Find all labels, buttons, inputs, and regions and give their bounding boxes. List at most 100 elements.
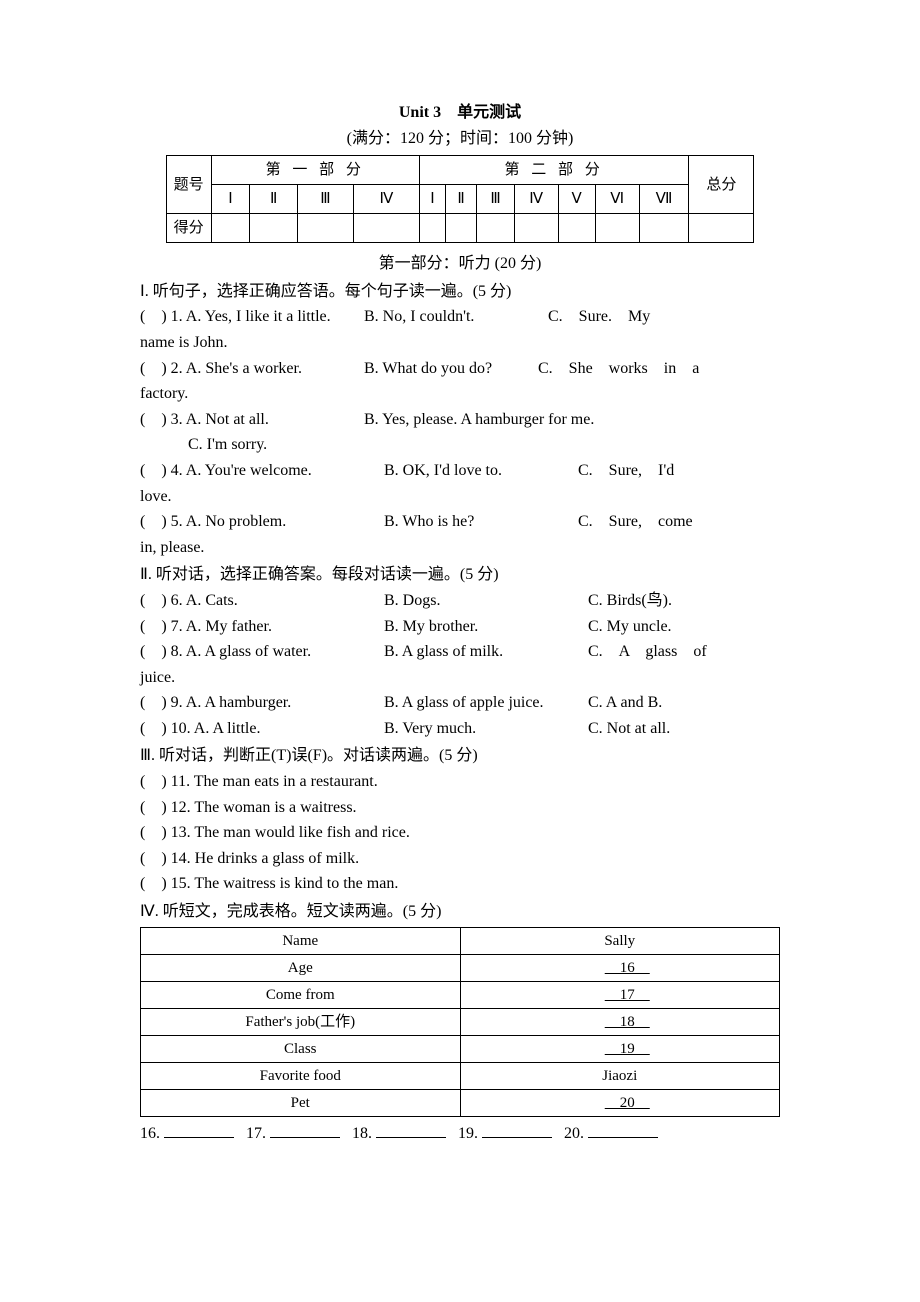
blank-20 — [588, 1123, 658, 1138]
q8: ( ) 8. A. A glass of water. B. A glass o… — [140, 639, 780, 665]
score-col: Ⅲ — [477, 185, 514, 214]
q1-tail: name is John. — [140, 330, 780, 356]
info-cell: Jiaozi — [460, 1062, 780, 1089]
score-cell — [419, 214, 445, 243]
score-cell — [689, 214, 754, 243]
score-col: Ⅶ — [639, 185, 689, 214]
q6-c: C. Birds(鸟). — [588, 592, 672, 609]
score-cell — [514, 214, 558, 243]
q5: ( ) 5. A. No problem. B. Who is he? C. S… — [140, 509, 780, 535]
q2-b: B. What do you do? — [364, 356, 534, 382]
blank-16 — [164, 1123, 234, 1138]
q3: ( ) 3. A. Not at all. B. Yes, please. A … — [140, 407, 780, 433]
q2-a: ( ) 2. A. She's a worker. — [140, 356, 360, 382]
q6-a: ( ) 6. A. Cats. — [140, 588, 380, 614]
q7-c: C. My uncle. — [588, 618, 672, 635]
fill-20: 20. — [564, 1125, 584, 1142]
score-cell — [595, 214, 639, 243]
score-col: Ⅱ — [445, 185, 477, 214]
blank-18 — [376, 1123, 446, 1138]
blank-19 — [482, 1123, 552, 1138]
score-col: Ⅲ — [297, 185, 353, 214]
score-col: Ⅱ — [250, 185, 297, 214]
page-title: Unit 3 单元测试 — [140, 100, 780, 126]
q10-c: C. Not at all. — [588, 720, 670, 737]
q1: ( ) 1. A. Yes, I like it a little. B. No… — [140, 304, 780, 330]
q2: ( ) 2. A. She's a worker. B. What do you… — [140, 356, 780, 382]
score-col: Ⅳ — [353, 185, 419, 214]
score-part2-header: 第 二 部 分 — [419, 156, 688, 185]
q3-b: B. Yes, please. A hamburger for me. — [364, 411, 594, 428]
q3-a: ( ) 3. A. Not at all. — [140, 407, 360, 433]
q9-c: C. A and B. — [588, 694, 662, 711]
sec2-instr: Ⅱ. 听对话，选择正确答案。每段对话读一遍。(5 分) — [140, 562, 780, 588]
q6-b: B. Dogs. — [384, 588, 584, 614]
sec3-instr: Ⅲ. 听对话，判断正(T)误(F)。对话读两遍。(5 分) — [140, 743, 780, 769]
q5-b: B. Who is he? — [384, 509, 574, 535]
score-cell — [477, 214, 514, 243]
info-cell: Age — [141, 954, 461, 981]
score-cell — [558, 214, 595, 243]
q5-c: C. Sure, come — [578, 513, 693, 530]
q2-tail: factory. — [140, 381, 780, 407]
score-col: Ⅰ — [419, 185, 445, 214]
info-cell: 20 — [460, 1089, 780, 1116]
score-col: Ⅰ — [211, 185, 250, 214]
q6: ( ) 6. A. Cats. B. Dogs. C. Birds(鸟). — [140, 588, 780, 614]
q9: ( ) 9. A. A hamburger. B. A glass of app… — [140, 690, 780, 716]
q5-a: ( ) 5. A. No problem. — [140, 509, 380, 535]
score-part1-header: 第 一 部 分 — [211, 156, 419, 185]
q4-a: ( ) 4. A. You're welcome. — [140, 458, 380, 484]
q8-tail: juice. — [140, 665, 780, 691]
score-col: Ⅴ — [558, 185, 595, 214]
section1-title: 第一部分：听力 (20 分) — [140, 251, 780, 277]
page-subtitle: (满分：120 分；时间：100 分钟) — [140, 126, 780, 152]
q9-a: ( ) 9. A. A hamburger. — [140, 690, 380, 716]
score-col: Ⅳ — [514, 185, 558, 214]
q14: ( ) 14. He drinks a glass of milk. — [140, 846, 780, 872]
fill-17: 17. — [246, 1125, 266, 1142]
info-cell: Sally — [460, 927, 780, 954]
q13: ( ) 13. The man would like fish and rice… — [140, 820, 780, 846]
score-cell — [211, 214, 250, 243]
q10: ( ) 10. A. A little. B. Very much. C. No… — [140, 716, 780, 742]
q9-b: B. A glass of apple juice. — [384, 690, 584, 716]
info-cell: Come from — [141, 981, 461, 1008]
score-cell — [297, 214, 353, 243]
q1-c: C. Sure. My — [548, 308, 650, 325]
fill-18: 18. — [352, 1125, 372, 1142]
q8-a: ( ) 8. A. A glass of water. — [140, 639, 380, 665]
info-cell: 19 — [460, 1035, 780, 1062]
q8-b: B. A glass of milk. — [384, 639, 584, 665]
q4-tail: love. — [140, 484, 780, 510]
info-cell: Name — [141, 927, 461, 954]
score-cell — [250, 214, 297, 243]
score-table: 题号 第 一 部 分 第 二 部 分 总分 Ⅰ Ⅱ Ⅲ Ⅳ Ⅰ Ⅱ Ⅲ Ⅳ Ⅴ … — [166, 155, 755, 243]
score-cell — [639, 214, 689, 243]
fill-16: 16. — [140, 1125, 160, 1142]
fill-19: 19. — [458, 1125, 478, 1142]
info-cell: 17 — [460, 981, 780, 1008]
score-total-header: 总分 — [689, 156, 754, 214]
q8-c: C. A glass of — [588, 643, 707, 660]
score-row-label-2: 得分 — [166, 214, 211, 243]
q7-a: ( ) 7. A. My father. — [140, 614, 380, 640]
q4-c: C. Sure, I'd — [578, 462, 674, 479]
q15: ( ) 15. The waitress is kind to the man. — [140, 871, 780, 897]
score-row-label-1: 题号 — [166, 156, 211, 214]
info-cell: Father's job(工作) — [141, 1008, 461, 1035]
info-cell: 18 — [460, 1008, 780, 1035]
info-cell: Favorite food — [141, 1062, 461, 1089]
score-cell — [353, 214, 419, 243]
info-cell: 16 — [460, 954, 780, 981]
sec4-instr: Ⅳ. 听短文，完成表格。短文读两遍。(5 分) — [140, 899, 780, 925]
q10-a: ( ) 10. A. A little. — [140, 716, 380, 742]
q1-a: ( ) 1. A. Yes, I like it a little. — [140, 304, 360, 330]
score-col: Ⅵ — [595, 185, 639, 214]
q7: ( ) 7. A. My father. B. My brother. C. M… — [140, 614, 780, 640]
score-cell — [445, 214, 477, 243]
info-cell: Class — [141, 1035, 461, 1062]
q4: ( ) 4. A. You're welcome. B. OK, I'd lov… — [140, 458, 780, 484]
fill-row: 16. 17. 18. 19. 20. — [140, 1121, 780, 1147]
blank-17 — [270, 1123, 340, 1138]
